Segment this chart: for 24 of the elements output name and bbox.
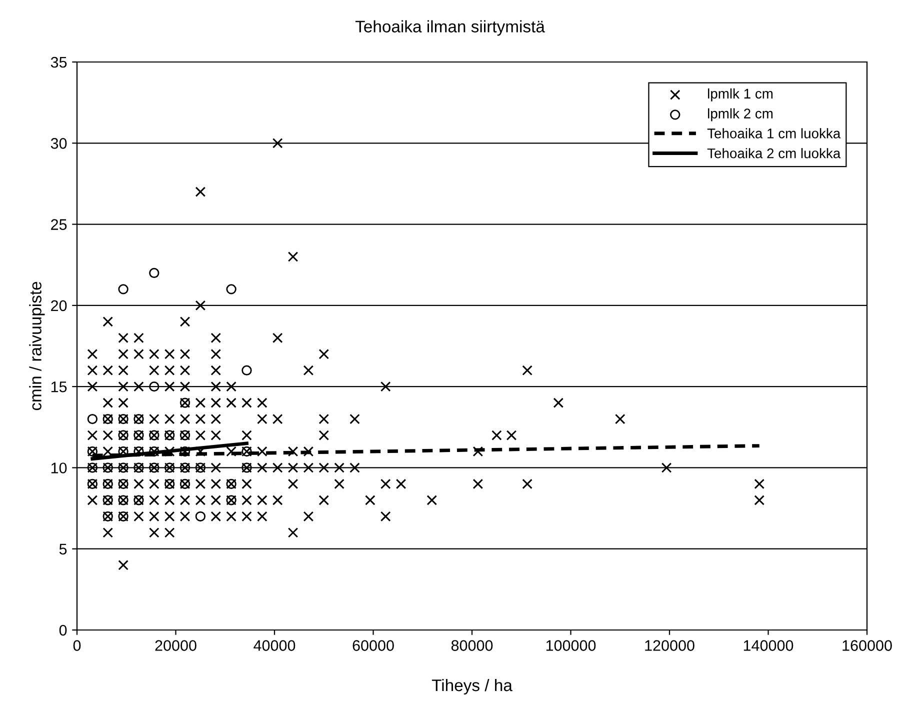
y-axis-title: cmin / raivuupiste — [29, 282, 45, 410]
x-tick-label: 160000 — [842, 640, 892, 651]
y-tick-label: 30 — [50, 138, 67, 149]
legend-label: lpmlk 2 cm — [708, 108, 773, 122]
x-tick-label: 80000 — [451, 640, 493, 651]
chart-title: Tehoaika ilman siirtymistä — [355, 20, 545, 36]
x-tick-label: 140000 — [744, 640, 794, 651]
x-axis-title: Tiheys / ha — [432, 678, 512, 694]
x-tick-label: 20000 — [155, 640, 196, 651]
y-tick-label: 25 — [51, 219, 67, 230]
y-tick-label: 10 — [51, 462, 67, 474]
x-tick-label: 0 — [73, 640, 81, 651]
y-tick-label: 0 — [59, 624, 67, 636]
x-tick-label: 100000 — [546, 640, 596, 651]
legend-label: Tehoaika 1 cm luokka — [707, 128, 841, 138]
x-tick-label: 40000 — [254, 640, 296, 651]
y-tick-label: 35 — [50, 56, 67, 68]
y-tick-label: 20 — [51, 300, 67, 312]
legend-label: Tehoaika 2 cm luokka — [707, 148, 841, 158]
y-tick-label: 15 — [51, 382, 67, 392]
legend-label: lpmlk 1 cm — [708, 88, 773, 102]
x-tick-label: 60000 — [352, 640, 394, 651]
y-tick-label: 5 — [59, 544, 67, 555]
x-tick-label: 120000 — [645, 640, 694, 651]
